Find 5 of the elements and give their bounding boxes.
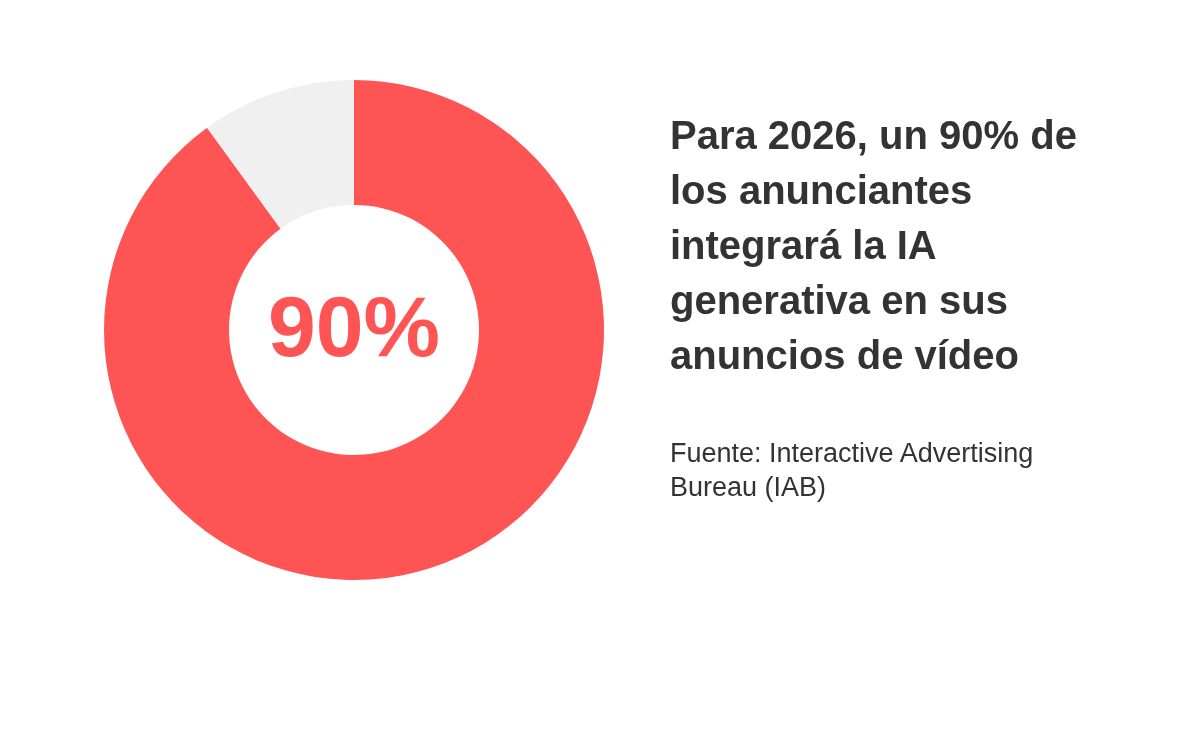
donut-slice (104, 80, 604, 580)
data-label: 90% (267, 278, 441, 374)
source-note: Fuente: Interactive Advertising Bureau (IAB) (670, 437, 1035, 504)
donut-slice (207, 80, 354, 229)
text: Para 2026, un 90% de los anunciantes integrará la IA generativa en sus anuncios de vídeo (670, 112, 1078, 379)
